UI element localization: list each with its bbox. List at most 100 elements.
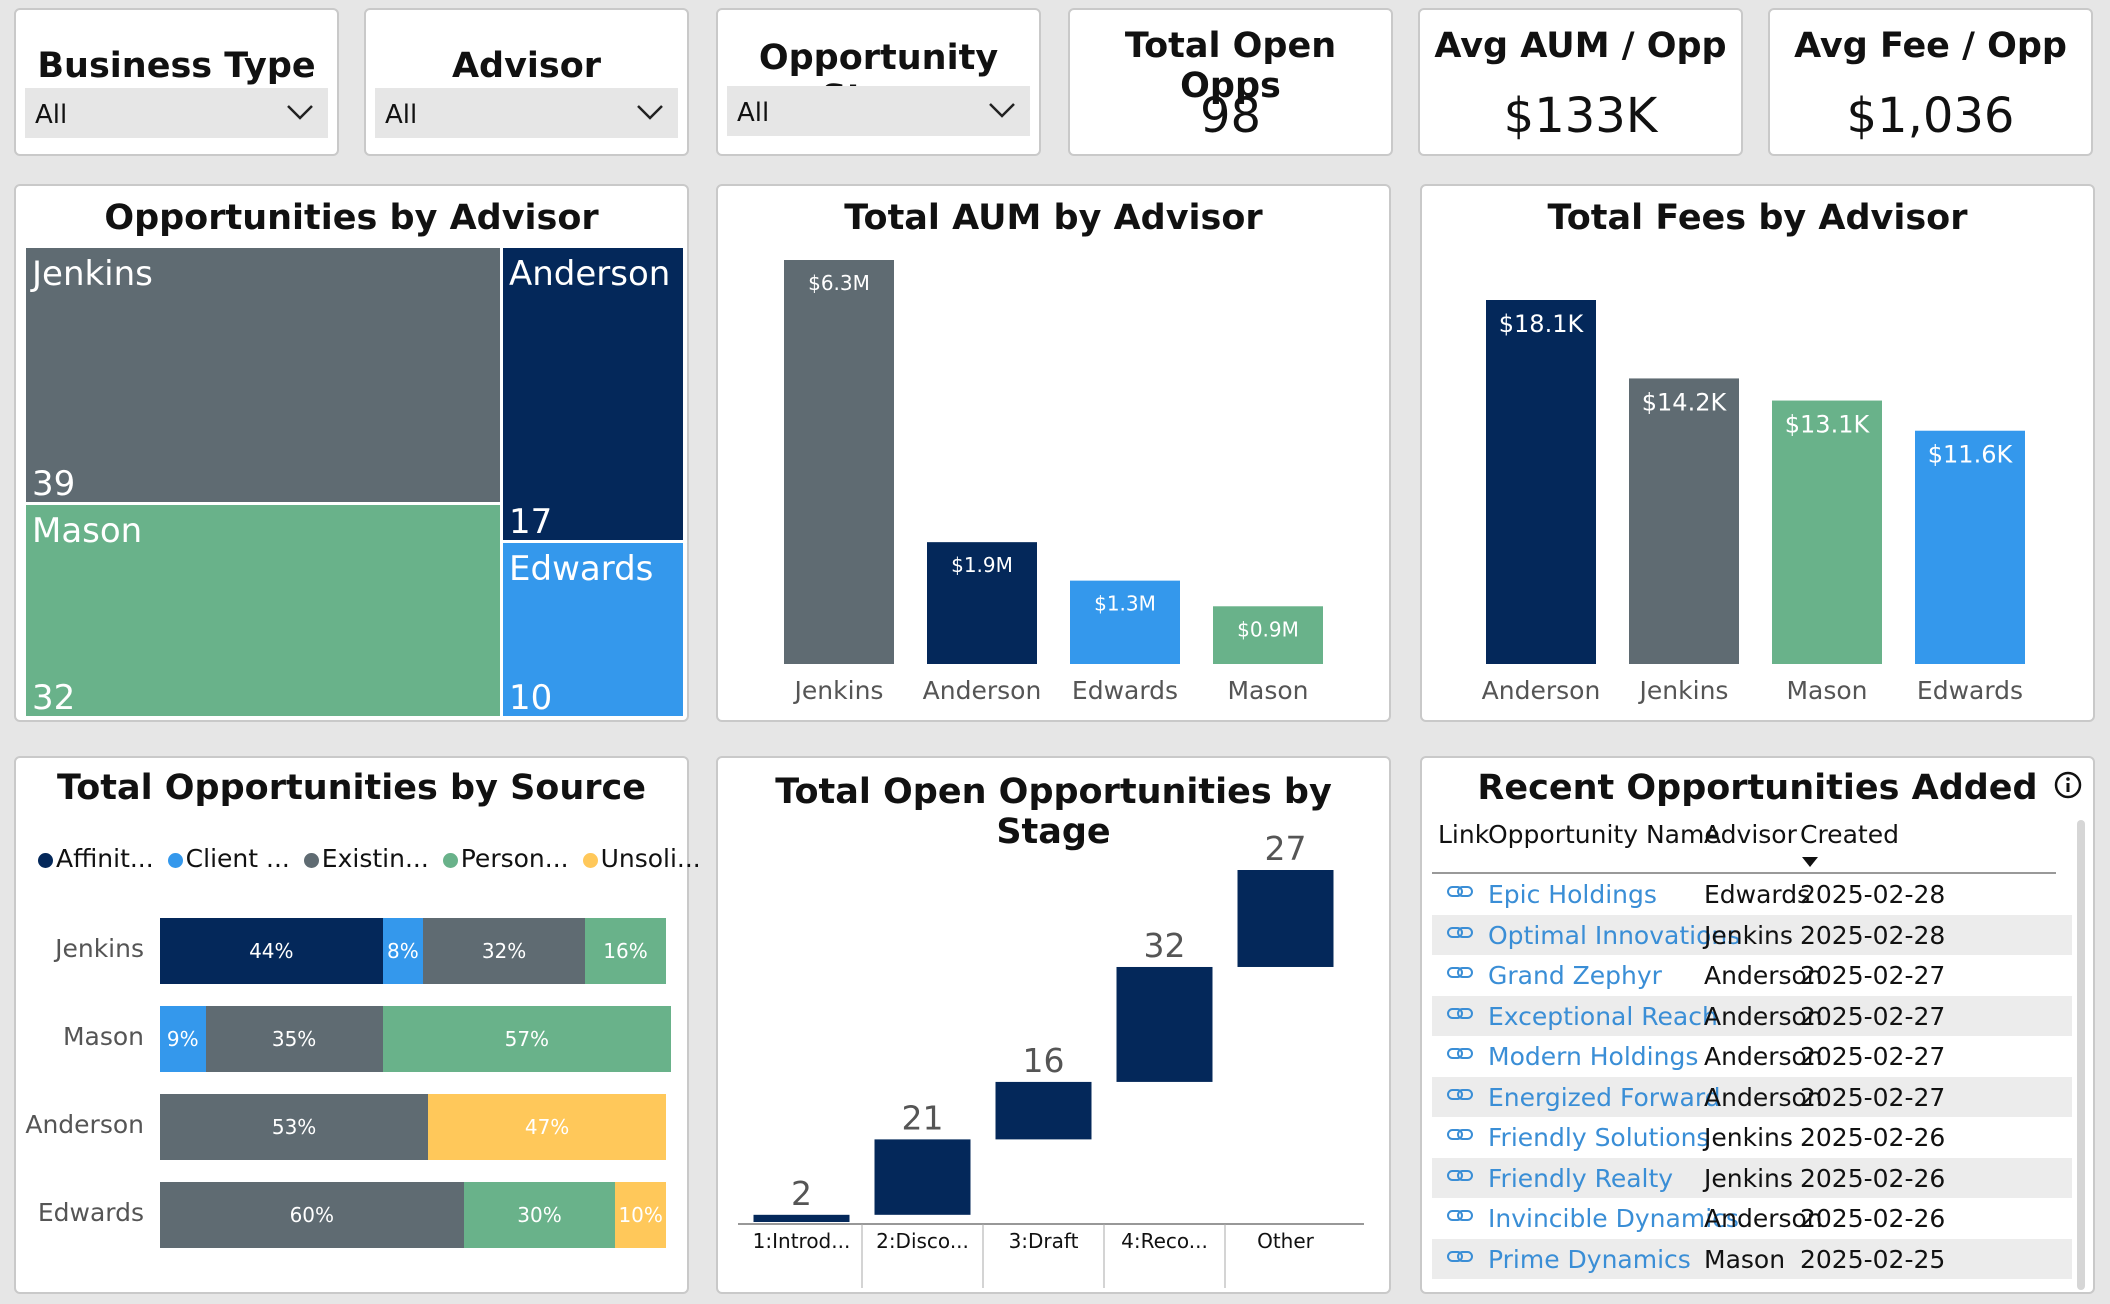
table-row[interactable]: Optimal Innovations Jenkins 2025-02-28 <box>1432 914 2072 955</box>
sort-descending-icon[interactable] <box>1800 856 1820 868</box>
info-icon[interactable] <box>2053 770 2083 800</box>
data-label: $1.3M <box>1094 592 1156 616</box>
bar-segment[interactable]: 30% <box>463 1182 616 1248</box>
treemap-tile-mason[interactable]: Mason 32 <box>24 503 502 718</box>
bar-anderson[interactable] <box>1486 300 1596 664</box>
bar-segment[interactable]: 10% <box>615 1182 666 1248</box>
table-row[interactable]: Prime Dynamics Mason 2025-02-25 <box>1432 1238 2072 1279</box>
dropdown-value: All <box>737 98 770 128</box>
bar-segment[interactable]: 47% <box>428 1094 666 1160</box>
opportunity-name-link[interactable]: Energized Forward <box>1488 1082 1721 1112</box>
bar-segment[interactable]: 9% <box>160 1006 206 1072</box>
column-header-link[interactable]: Link <box>1438 820 1490 849</box>
chevron-down-icon <box>637 105 663 120</box>
waterfall-bar[interactable] <box>874 1139 971 1215</box>
link-icon[interactable] <box>1446 963 1474 983</box>
waterfall-bar[interactable] <box>1116 966 1213 1082</box>
bar-edwards[interactable] <box>1070 580 1180 664</box>
opportunities-by-source-card: Total Opportunities by Source Affinit...… <box>14 756 701 1294</box>
kpi-total-open-opps: Total Open Opps 98 <box>1068 8 1393 156</box>
bar-segment[interactable]: 35% <box>205 1006 383 1072</box>
table-row[interactable]: Energized Forward Anderson 2025-02-27 <box>1432 1076 2072 1117</box>
bar-anderson[interactable] <box>927 542 1037 664</box>
bar-segment[interactable]: 57% <box>382 1006 672 1072</box>
opportunity-stage-dropdown[interactable]: All <box>727 86 1030 136</box>
opportunity-name-link[interactable]: Prime Dynamics <box>1488 1244 1691 1274</box>
link-icon[interactable] <box>1446 1044 1474 1064</box>
table-row[interactable]: Exceptional Reach Anderson 2025-02-27 <box>1432 995 2072 1036</box>
bar-segment[interactable]: 44% <box>160 918 383 984</box>
link-icon[interactable] <box>1446 1004 1474 1024</box>
link-icon[interactable] <box>1446 923 1474 943</box>
table-row[interactable]: Grand Zephyr Anderson 2025-02-27 <box>1432 955 2072 995</box>
treemap-tile-anderson[interactable]: Anderson 17 <box>501 246 685 542</box>
table-scrollbar[interactable] <box>2077 820 2085 1290</box>
bar-segment[interactable]: 8% <box>382 918 424 984</box>
axis-tick-label: 3:Draft <box>1009 1229 1079 1253</box>
opportunity-name-link[interactable]: Friendly Solutions <box>1488 1123 1710 1152</box>
bar-jenkins[interactable] <box>784 260 894 664</box>
axis-tick-label: 1:Introd... <box>753 1229 851 1253</box>
link-icon[interactable] <box>1446 1166 1474 1186</box>
table-row[interactable]: Friendly Realty Jenkins 2025-02-26 <box>1432 1157 2072 1198</box>
link-icon[interactable] <box>1446 1247 1474 1267</box>
opportunity-name-link[interactable]: Invincible Dynamics <box>1488 1204 1739 1233</box>
data-label: 27 <box>1265 829 1307 868</box>
advisor-cell: Jenkins <box>1704 1123 1793 1152</box>
bar-segment[interactable]: 60% <box>160 1182 464 1248</box>
treemap-tile-edwards[interactable]: Edwards 10 <box>501 541 685 718</box>
table-title: Recent Opportunities Added <box>1477 768 2038 808</box>
opportunity-name-link[interactable]: Exceptional Reach <box>1488 1001 1718 1031</box>
table-row[interactable]: Modern Holdings Anderson 2025-02-27 <box>1432 1036 2072 1076</box>
axis-tick-label: Edwards <box>1072 676 1178 705</box>
advisor-cell: Jenkins <box>1704 1163 1793 1193</box>
opportunity-name-link[interactable]: Optimal Innovations <box>1488 920 1741 950</box>
data-label: $13.1K <box>1785 411 1871 439</box>
link-icon[interactable] <box>1446 1085 1474 1105</box>
opportunity-name-link[interactable]: Friendly Realty <box>1488 1163 1674 1193</box>
chart-title: Total AUM by Advisor <box>844 198 1263 238</box>
bar-segment[interactable]: 32% <box>423 918 586 984</box>
legend-item[interactable]: Existin... <box>303 844 429 873</box>
legend-item[interactable]: Unsoli... <box>582 844 701 873</box>
bar-jenkins[interactable] <box>1629 378 1739 664</box>
bar-segment[interactable]: 16% <box>585 918 666 984</box>
link-icon[interactable] <box>1446 1206 1474 1226</box>
link-icon[interactable] <box>1446 1125 1474 1145</box>
waterfall-bar[interactable] <box>995 1081 1092 1140</box>
legend-dot <box>38 853 53 868</box>
advisor-dropdown[interactable]: All <box>375 88 678 138</box>
opportunity-name-link[interactable]: Epic Holdings <box>1488 880 1657 909</box>
bar-mason[interactable] <box>1772 400 1882 664</box>
table-row[interactable]: Friendly Solutions Jenkins 2025-02-26 <box>1432 1117 2072 1157</box>
waterfall-bar[interactable] <box>753 1214 850 1222</box>
data-label: $0.9M <box>1237 617 1299 641</box>
kpi-title: Avg Fee / Opp <box>1794 26 2067 66</box>
chevron-down-icon <box>287 105 313 120</box>
opportunity-name-link[interactable]: Grand Zephyr <box>1488 961 1662 990</box>
chevron-down-icon <box>989 103 1015 118</box>
axis-category-label: Mason <box>62 1022 144 1051</box>
kpi-value: $133K <box>1503 88 1658 144</box>
link-icon[interactable] <box>1446 882 1474 902</box>
column-header-created[interactable]: Created <box>1800 820 1899 849</box>
legend-item[interactable]: Client ... <box>167 844 290 873</box>
data-label: $18.1K <box>1499 310 1585 338</box>
legend-item[interactable]: Person... <box>442 844 569 873</box>
table-row[interactable]: Invincible Dynamics Anderson 2025-02-26 <box>1432 1198 2072 1238</box>
tile-name: Anderson <box>509 254 671 294</box>
axis-tick-label: Edwards <box>1917 676 2023 705</box>
bar-segment[interactable]: 53% <box>160 1094 429 1160</box>
bar-mason[interactable] <box>1213 606 1323 664</box>
waterfall-bar[interactable] <box>1237 870 1334 967</box>
opportunity-name-link[interactable]: Modern Holdings <box>1488 1042 1699 1071</box>
tile-count: 39 <box>32 464 76 504</box>
legend-item[interactable]: Affinit... <box>38 844 154 873</box>
table-row[interactable]: Epic Holdings Edwards 2025-02-28 <box>1432 874 2072 914</box>
treemap-tile-jenkins[interactable]: Jenkins 39 <box>24 246 502 504</box>
business-type-dropdown[interactable]: All <box>25 88 328 138</box>
column-header-opportunity-name[interactable]: Opportunity Name <box>1488 820 1720 849</box>
bar-edwards[interactable] <box>1915 430 2025 664</box>
dropdown-value: All <box>35 100 68 130</box>
column-header-advisor[interactable]: Advisor <box>1704 820 1797 849</box>
